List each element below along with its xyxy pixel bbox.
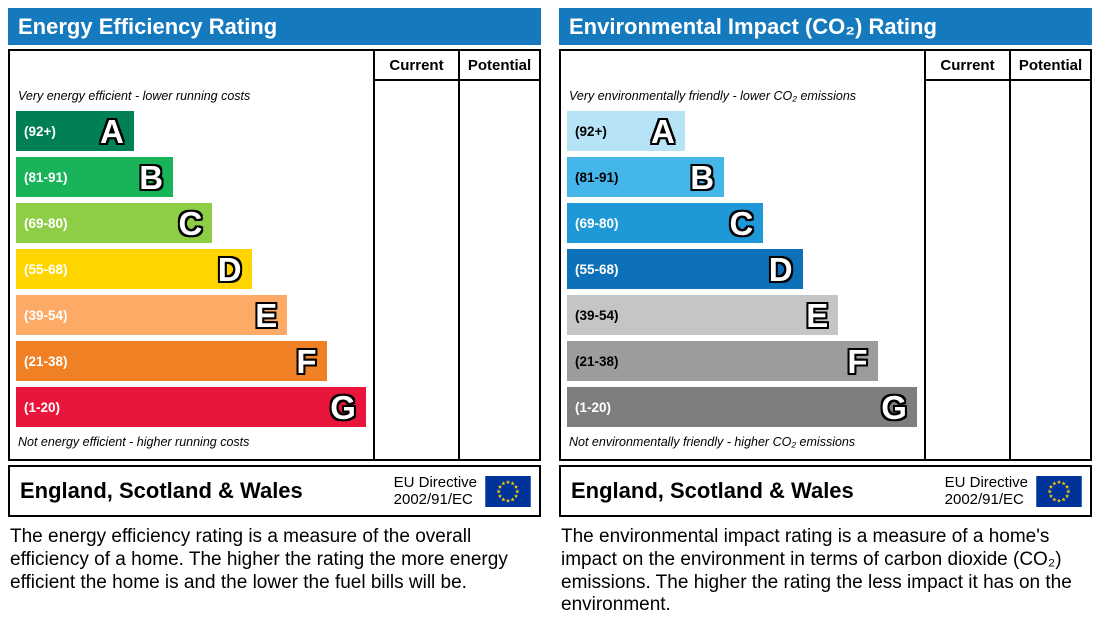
- chart-footer: England, Scotland & Wales EU Directive 2…: [8, 465, 541, 517]
- rating-band-a: (92+) A: [16, 111, 134, 151]
- rating-band-d: (55-68) D: [567, 249, 803, 289]
- band-letter: G: [881, 388, 907, 426]
- potential-column: Potential: [1009, 51, 1090, 459]
- current-column-header: Current: [375, 51, 458, 81]
- eu-directive-label: EU Directive 2002/91/EC: [944, 473, 1028, 508]
- band-letter: F: [847, 342, 868, 380]
- co2-rating-chart: Very environmentally friendly - lower CO…: [559, 49, 1092, 461]
- rating-band-g: (1-20) G: [567, 387, 917, 427]
- band-range: (55-68): [575, 261, 619, 277]
- bottom-note: Not environmentally friendly - higher CO…: [569, 435, 856, 449]
- energy-efficiency-panel: Energy Efficiency Rating Very energy eff…: [8, 8, 541, 617]
- eu-flag-icon: [485, 475, 531, 507]
- band-range: (39-54): [24, 307, 68, 323]
- panel-description: The energy efficiency rating is a measur…: [10, 526, 508, 593]
- eu-flag-icon: [1036, 475, 1082, 507]
- band-range: (81-91): [575, 169, 619, 185]
- band-range: (1-20): [575, 399, 612, 415]
- rating-band-d: (55-68) D: [16, 249, 252, 289]
- rating-band-b: (81-91) B: [16, 157, 174, 197]
- environmental-impact-panel: Environmental Impact (CO₂) Rating Very e…: [559, 8, 1092, 617]
- band-letter: E: [806, 296, 829, 334]
- band-letter: C: [178, 204, 203, 242]
- potential-column-header: Potential: [1011, 51, 1090, 81]
- band-range: (69-80): [575, 215, 619, 231]
- rating-band-f: (21-38) F: [16, 341, 327, 381]
- panel-title: Energy Efficiency Rating: [8, 8, 541, 45]
- rating-bands: Very energy efficient - lower running co…: [10, 51, 373, 451]
- panel-title: Environmental Impact (CO₂) Rating: [559, 8, 1092, 45]
- potential-column: Potential: [458, 51, 539, 459]
- top-note: Very environmentally friendly - lower CO…: [569, 89, 857, 103]
- chart-footer: England, Scotland & Wales EU Directive 2…: [559, 465, 1092, 517]
- band-letter: A: [99, 112, 124, 150]
- energy-rating-chart: Very energy efficient - lower running co…: [8, 49, 541, 461]
- top-note: Very energy efficient - lower running co…: [18, 89, 251, 103]
- current-column: Current: [373, 51, 458, 459]
- band-range: (1-20): [24, 399, 61, 415]
- band-letter: E: [255, 296, 278, 334]
- band-letter: C: [729, 204, 754, 242]
- band-letter: D: [217, 250, 242, 288]
- band-range: (81-91): [24, 169, 68, 185]
- rating-band-c: (69-80) C: [567, 203, 764, 243]
- rating-band-e: (39-54) E: [16, 295, 288, 335]
- rating-band-f: (21-38) F: [567, 341, 878, 381]
- band-letter: B: [139, 158, 164, 196]
- band-letter: B: [690, 158, 715, 196]
- band-range: (92+): [24, 123, 56, 139]
- band-range: (39-54): [575, 307, 619, 323]
- rating-bands: Very environmentally friendly - lower CO…: [561, 51, 924, 451]
- current-column-header: Current: [926, 51, 1009, 81]
- band-letter: A: [650, 112, 675, 150]
- region-label: England, Scotland & Wales: [20, 478, 303, 503]
- band-range: (69-80): [24, 215, 68, 231]
- rating-band-a: (92+) A: [567, 111, 685, 151]
- rating-band-g: (1-20) G: [16, 387, 366, 427]
- region-label: England, Scotland & Wales: [571, 478, 854, 503]
- band-range: (21-38): [575, 353, 619, 369]
- band-letter: G: [330, 388, 356, 426]
- rating-band-b: (81-91) B: [567, 157, 725, 197]
- band-range: (21-38): [24, 353, 68, 369]
- rating-band-c: (69-80) C: [16, 203, 213, 243]
- potential-column-header: Potential: [460, 51, 539, 81]
- eu-directive-label: EU Directive 2002/91/EC: [393, 473, 477, 508]
- band-letter: F: [296, 342, 317, 380]
- band-letter: D: [768, 250, 793, 288]
- bottom-note: Not energy efficient - higher running co…: [18, 435, 250, 449]
- current-column: Current: [924, 51, 1009, 459]
- band-range: (92+): [575, 123, 607, 139]
- band-range: (55-68): [24, 261, 68, 277]
- panel-description: The environmental impact rating is a mea…: [561, 526, 1072, 616]
- rating-band-e: (39-54) E: [567, 295, 839, 335]
